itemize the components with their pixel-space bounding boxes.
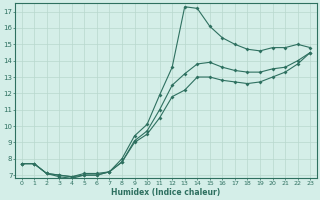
X-axis label: Humidex (Indice chaleur): Humidex (Indice chaleur) [111,188,220,197]
